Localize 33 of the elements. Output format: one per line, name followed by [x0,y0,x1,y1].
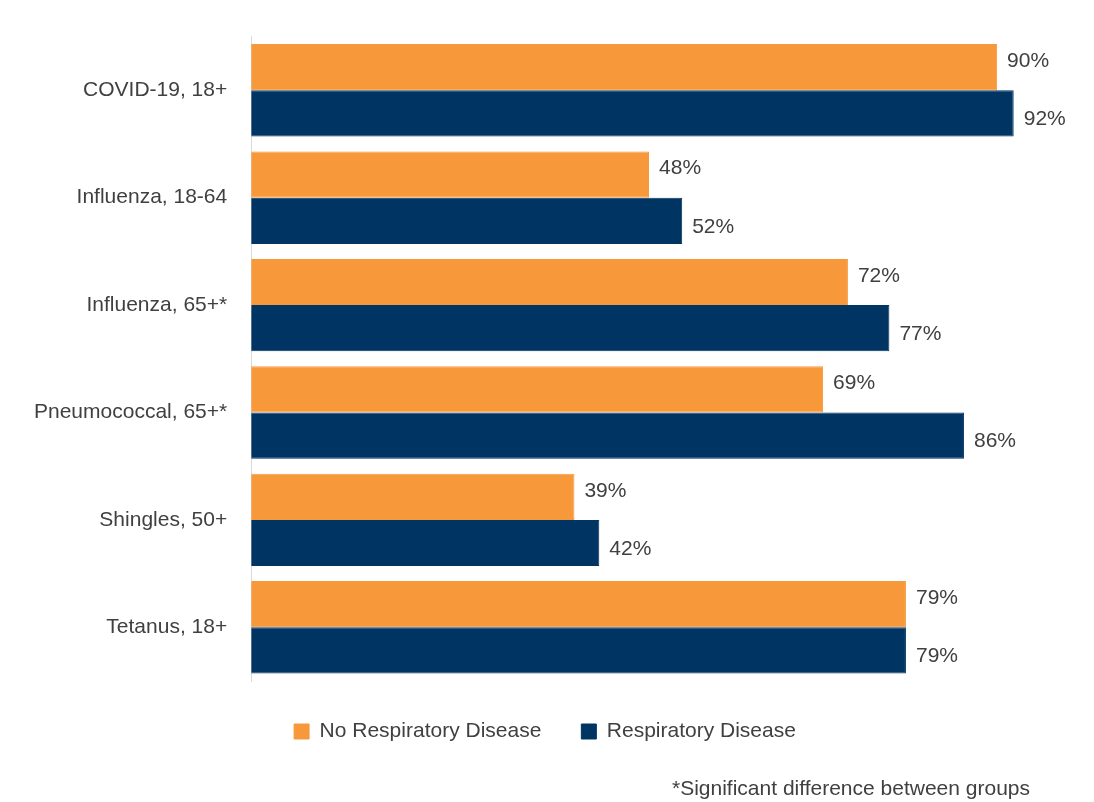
data-label: 77% [899,320,942,344]
bar [251,473,575,520]
bar [251,581,906,628]
bar [251,305,890,352]
data-label: 39% [584,477,627,501]
data-label: 79% [915,585,958,609]
bar [251,258,848,306]
data-label: 72% [857,262,900,286]
bar [251,627,906,674]
y-tick-label: Tetanus, 18+ [106,614,228,638]
y-tick-label: Pneumococcal, 65+* [33,399,228,423]
bar [251,197,683,244]
bar [251,412,964,459]
bar [251,151,650,198]
bar [251,519,600,567]
data-label: 48% [659,155,702,179]
data-label: 79% [915,643,958,667]
bar [251,90,1014,137]
text: *Significant difference between groups [671,776,1030,799]
data-label: 42% [609,535,652,559]
legend-label: Respiratory Disease [606,718,796,742]
y-tick-label: COVID-19, 18+ [83,77,228,101]
legend-label: No Respiratory Disease [319,718,542,742]
data-label: 52% [692,213,735,237]
data-label: 69% [833,370,876,394]
data-label: 90% [1007,48,1050,72]
y-tick-label: Influenza, 65+* [86,291,228,315]
bar [251,366,824,413]
y-tick-label: Shingles, 50+ [99,506,228,530]
y-tick-label: Influenza, 18-64 [76,184,228,208]
data-label: 86% [973,428,1016,452]
bar [251,44,998,91]
data-label: 92% [1023,106,1066,130]
